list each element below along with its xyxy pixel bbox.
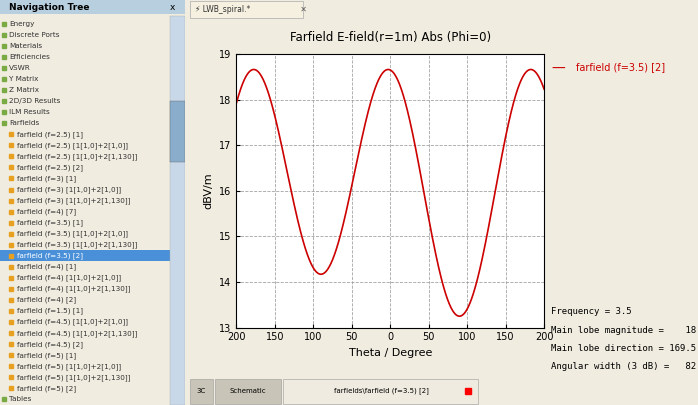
Text: farfield (f=3) [1[1,0]+2[1,0]]: farfield (f=3) [1[1,0]+2[1,0]]	[17, 186, 121, 193]
Text: Main lobe direction = 169.5 deg.: Main lobe direction = 169.5 deg.	[551, 344, 698, 353]
Text: farfield (f=4) [2]: farfield (f=4) [2]	[17, 296, 76, 303]
Text: ⚡ LWB_spiral.*: ⚡ LWB_spiral.*	[195, 5, 251, 14]
Text: 2D/3D Results: 2D/3D Results	[9, 98, 61, 104]
Text: VSWR: VSWR	[9, 65, 31, 71]
Text: Y Matrix: Y Matrix	[9, 76, 38, 82]
Text: farfield (f=3) [1]: farfield (f=3) [1]	[17, 175, 76, 182]
FancyBboxPatch shape	[0, 250, 185, 261]
FancyBboxPatch shape	[190, 1, 303, 18]
Text: farfield (f=3.5) [1]: farfield (f=3.5) [1]	[17, 219, 82, 226]
Text: farfield (f=4) [7]: farfield (f=4) [7]	[17, 208, 76, 215]
Text: farfield (f=3.5) [1[1,0]+2[1,130]]: farfield (f=3.5) [1[1,0]+2[1,130]]	[17, 241, 137, 248]
Text: —: —	[551, 62, 565, 76]
Text: farfield (f=4) [1[1,0]+2[1,130]]: farfield (f=4) [1[1,0]+2[1,130]]	[17, 286, 130, 292]
Text: Angular width (3 dB) =   82.4 deg.: Angular width (3 dB) = 82.4 deg.	[551, 362, 698, 371]
Text: farfield (f=5) [1]: farfield (f=5) [1]	[17, 352, 76, 359]
Y-axis label: dBV/m: dBV/m	[204, 173, 214, 209]
Text: ILM Results: ILM Results	[9, 109, 50, 115]
Text: farfield (f=4.5) [2]: farfield (f=4.5) [2]	[17, 341, 82, 347]
Text: Z Matrix: Z Matrix	[9, 87, 39, 93]
Text: farfield (f=2.5) [1]: farfield (f=2.5) [1]	[17, 131, 82, 138]
X-axis label: Theta / Degree: Theta / Degree	[348, 348, 432, 358]
Text: Energy: Energy	[9, 21, 35, 27]
Text: Schematic: Schematic	[230, 388, 267, 394]
Text: farfield (f=1.5) [1]: farfield (f=1.5) [1]	[17, 308, 82, 314]
Text: farfield (f=5) [2]: farfield (f=5) [2]	[17, 385, 76, 392]
Text: Materials: Materials	[9, 43, 43, 49]
Text: farfield (f=4.5) [1[1,0]+2[1,130]]: farfield (f=4.5) [1[1,0]+2[1,130]]	[17, 330, 137, 337]
Text: farfield (f=3.5) [1[1,0]+2[1,0]]: farfield (f=3.5) [1[1,0]+2[1,0]]	[17, 230, 128, 237]
Text: farfield (f=2.5) [1[1,0]+2[1,0]]: farfield (f=2.5) [1[1,0]+2[1,0]]	[17, 142, 128, 149]
FancyBboxPatch shape	[170, 101, 185, 162]
Text: x: x	[170, 3, 176, 12]
FancyBboxPatch shape	[0, 0, 185, 14]
Text: farfield (f=4) [1]: farfield (f=4) [1]	[17, 264, 76, 270]
Text: farfield (f=5) [1[1,0]+2[1,0]]: farfield (f=5) [1[1,0]+2[1,0]]	[17, 363, 121, 370]
Text: Efficiencies: Efficiencies	[9, 54, 50, 60]
Text: ✕: ✕	[298, 5, 306, 14]
Text: Frequency = 3.5: Frequency = 3.5	[551, 307, 632, 316]
Text: farfield (f=2.5) [2]: farfield (f=2.5) [2]	[17, 164, 82, 171]
Text: farfield (f=3) [1[1,0]+2[1,130]]: farfield (f=3) [1[1,0]+2[1,130]]	[17, 197, 130, 204]
Text: farfield (f=4) [1[1,0]+2[1,0]]: farfield (f=4) [1[1,0]+2[1,0]]	[17, 275, 121, 281]
FancyBboxPatch shape	[215, 379, 281, 403]
Text: Tables: Tables	[9, 396, 31, 403]
FancyBboxPatch shape	[190, 379, 213, 403]
Text: farfields\farfield (f=3.5) [2]: farfields\farfield (f=3.5) [2]	[334, 388, 429, 394]
Text: farfield (f=5) [1[1,0]+2[1,130]]: farfield (f=5) [1[1,0]+2[1,130]]	[17, 374, 130, 381]
FancyBboxPatch shape	[283, 379, 478, 403]
Text: farfield (f=3.5) [2]: farfield (f=3.5) [2]	[576, 62, 664, 72]
Text: farfield (f=2.5) [1[1,0]+2[1,130]]: farfield (f=2.5) [1[1,0]+2[1,130]]	[17, 153, 137, 160]
Text: Main lobe magnitude =    18.7 dBV/m: Main lobe magnitude = 18.7 dBV/m	[551, 326, 698, 335]
Text: farfield (f=3.5) [2]: farfield (f=3.5) [2]	[17, 252, 82, 259]
Text: Farfields: Farfields	[9, 120, 40, 126]
Text: 3C: 3C	[197, 388, 206, 394]
Text: Discrete Ports: Discrete Ports	[9, 32, 60, 38]
Text: Farfield E-field(r=1m) Abs (Phi=0): Farfield E-field(r=1m) Abs (Phi=0)	[290, 31, 491, 44]
Text: farfield (f=4.5) [1[1,0]+2[1,0]]: farfield (f=4.5) [1[1,0]+2[1,0]]	[17, 319, 128, 326]
Text: Navigation Tree: Navigation Tree	[9, 3, 90, 12]
FancyBboxPatch shape	[170, 16, 185, 405]
